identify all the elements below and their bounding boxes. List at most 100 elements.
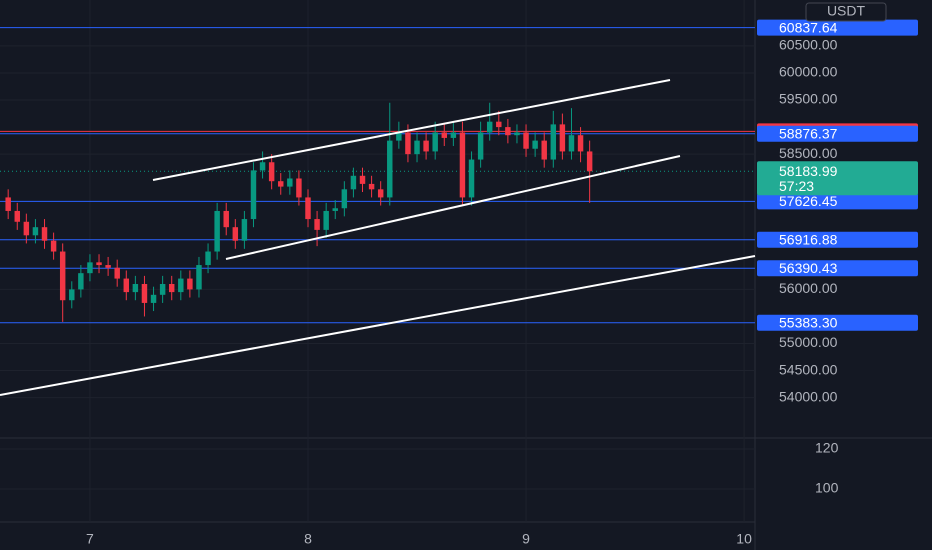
candle-body bbox=[287, 178, 293, 187]
candle-body bbox=[368, 183, 375, 190]
price-label bbox=[757, 260, 918, 277]
candle-body bbox=[559, 124, 566, 152]
candle-body bbox=[341, 189, 348, 209]
candle-body bbox=[187, 278, 193, 290]
x-tick-label: 9 bbox=[522, 531, 530, 547]
candle-body bbox=[23, 221, 30, 236]
candle-body bbox=[377, 189, 384, 198]
candle-body bbox=[87, 262, 93, 274]
candle-body bbox=[5, 197, 11, 211]
trend-line bbox=[0, 255, 756, 396]
candle-body bbox=[523, 132, 529, 149]
price-label-text: 58876.37 bbox=[779, 125, 838, 141]
candle-body bbox=[32, 227, 39, 236]
candle-body bbox=[96, 262, 102, 266]
price-label bbox=[757, 193, 918, 210]
y-tick-label: 54500.00 bbox=[779, 361, 838, 377]
y-tick-label: 59500.00 bbox=[779, 91, 838, 107]
x-tick-label: 8 bbox=[304, 531, 312, 547]
y-tick-label: 55000.00 bbox=[779, 334, 838, 350]
candle-body bbox=[141, 283, 148, 303]
candle-body bbox=[396, 132, 402, 141]
candle-body bbox=[50, 240, 57, 252]
y-tick-label: 56000.00 bbox=[779, 280, 838, 296]
y-tick-label: 54000.00 bbox=[779, 388, 838, 404]
candle-body bbox=[450, 132, 457, 138]
candle-body bbox=[577, 135, 584, 152]
candle-body bbox=[323, 210, 329, 230]
candle-body bbox=[486, 121, 493, 133]
candle-body bbox=[477, 132, 484, 160]
price-label bbox=[757, 19, 918, 36]
price-label-text: 57626.45 bbox=[779, 193, 838, 209]
candle-body bbox=[350, 175, 357, 190]
price-label-text: 56390.43 bbox=[779, 260, 838, 276]
price-label-text: 56916.88 bbox=[779, 231, 838, 247]
candle-body bbox=[332, 208, 338, 211]
x-tick-label: 10 bbox=[736, 531, 752, 547]
candle-body bbox=[432, 132, 438, 152]
candle-body bbox=[468, 159, 475, 198]
candle-body bbox=[259, 162, 266, 171]
x-tick-label: 7 bbox=[86, 531, 94, 547]
candle-body bbox=[359, 175, 366, 184]
candle-body bbox=[550, 124, 557, 160]
countdown: 57:23 bbox=[779, 178, 814, 194]
candle-body bbox=[459, 132, 466, 198]
last-price-text: 58183.99 bbox=[779, 163, 838, 179]
last-price-label bbox=[757, 161, 918, 196]
candle-body bbox=[405, 132, 411, 155]
candle-body bbox=[505, 127, 511, 136]
candle-body bbox=[278, 181, 284, 187]
candle-body bbox=[59, 251, 66, 301]
candle-body bbox=[423, 140, 429, 152]
candle-body bbox=[168, 283, 175, 293]
candle-body bbox=[232, 227, 239, 241]
candle-body bbox=[69, 289, 75, 301]
candle-body bbox=[441, 132, 448, 138]
candle-body bbox=[532, 140, 538, 149]
price-label-text: 55383.30 bbox=[779, 314, 838, 330]
y-tick-label: 58500.00 bbox=[779, 145, 838, 161]
trend-line bbox=[225, 155, 681, 260]
candle-body bbox=[296, 178, 302, 198]
volume-tick-label: 120 bbox=[815, 440, 839, 456]
candle-body bbox=[159, 283, 166, 295]
candle-body bbox=[223, 210, 229, 228]
candle-body bbox=[568, 135, 575, 152]
price-label bbox=[757, 231, 918, 248]
currency-badge[interactable] bbox=[805, 2, 887, 22]
candle-body bbox=[268, 162, 275, 182]
candle-body bbox=[205, 251, 211, 266]
price-label bbox=[757, 125, 918, 142]
candle-body bbox=[132, 283, 139, 293]
trend-line bbox=[152, 79, 671, 181]
currency: USDT bbox=[827, 3, 866, 19]
candle-body bbox=[150, 294, 157, 303]
candle-body bbox=[41, 227, 48, 241]
y-tick-label: 60500.00 bbox=[779, 37, 838, 53]
candle-body bbox=[305, 197, 311, 220]
candle-body bbox=[314, 219, 320, 230]
y-tick-label: 60000.00 bbox=[779, 64, 838, 80]
candle-body bbox=[114, 267, 120, 279]
candle-body bbox=[196, 265, 202, 290]
candle-body bbox=[496, 121, 502, 128]
candle-body bbox=[214, 210, 220, 252]
candle-body bbox=[178, 278, 184, 293]
candle-body bbox=[14, 210, 20, 222]
candle-body bbox=[78, 273, 84, 290]
candle-body bbox=[250, 170, 257, 220]
candle-body bbox=[387, 140, 393, 198]
candle-body bbox=[514, 132, 520, 136]
candle-body bbox=[541, 140, 547, 160]
candle-body bbox=[241, 219, 248, 241]
candle-body bbox=[586, 151, 593, 172]
volume-tick-label: 100 bbox=[815, 480, 839, 496]
candle-body bbox=[105, 265, 111, 268]
price-label bbox=[757, 314, 918, 331]
price-label-text: 60837.64 bbox=[779, 19, 838, 35]
candle-body bbox=[414, 140, 420, 155]
candle-body bbox=[123, 278, 130, 293]
